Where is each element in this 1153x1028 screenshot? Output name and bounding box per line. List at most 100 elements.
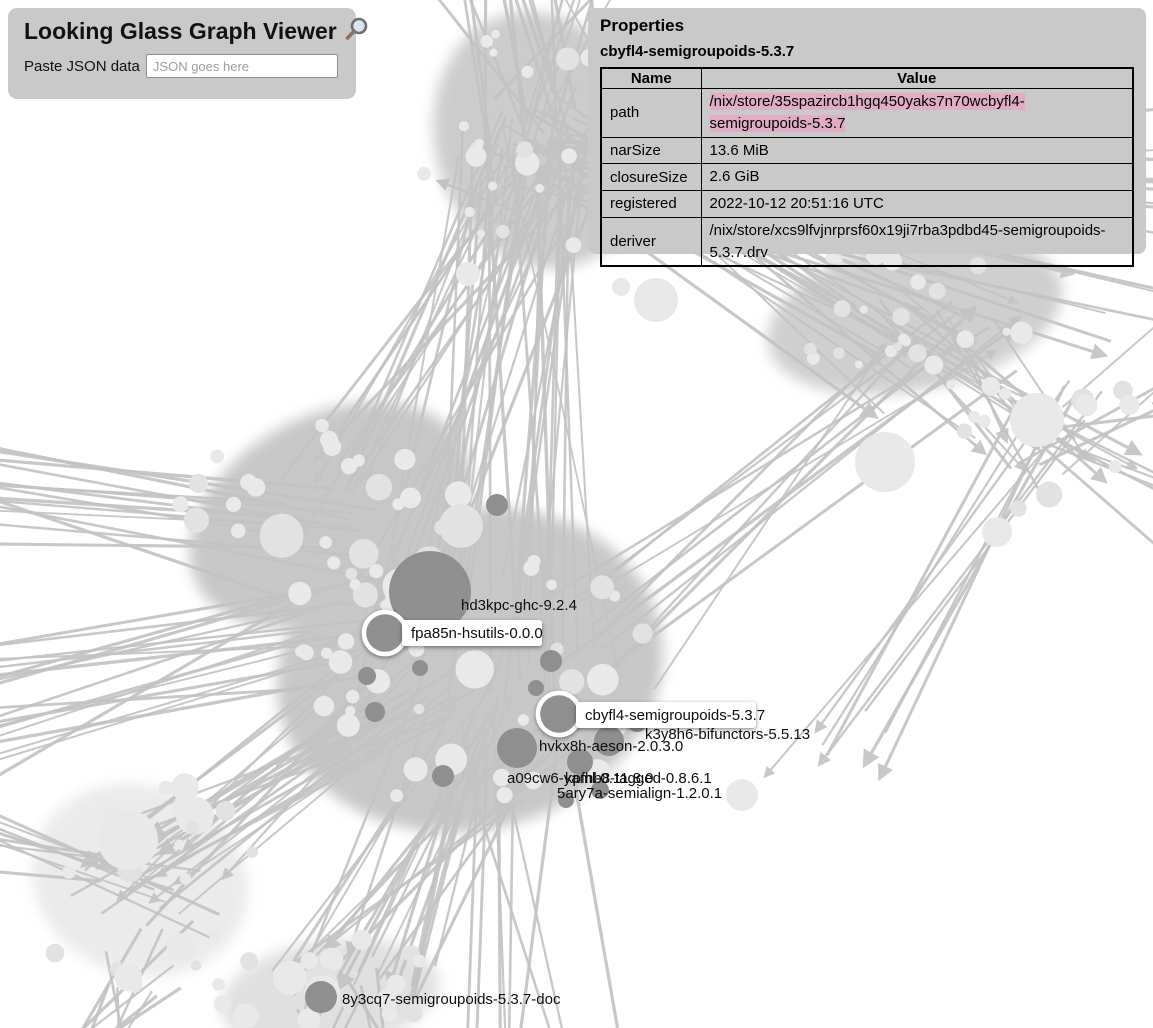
graph-node[interactable]	[910, 274, 926, 290]
graph-node[interactable]	[458, 121, 469, 132]
graph-node[interactable]	[413, 954, 426, 968]
graph-node[interactable]	[390, 789, 404, 803]
graph-node[interactable]	[516, 141, 533, 159]
graph-node[interactable]	[297, 1008, 321, 1028]
graph-node-fpa85n-hsutils-0.0.0[interactable]	[361, 609, 409, 657]
graph-node[interactable]	[1075, 394, 1098, 417]
graph-node[interactable]	[561, 148, 577, 164]
graph-node[interactable]	[924, 355, 944, 375]
graph-node[interactable]	[546, 579, 557, 591]
graph-node[interactable]	[982, 517, 1012, 547]
graph-node[interactable]	[190, 960, 202, 971]
graph-node[interactable]	[556, 47, 580, 71]
graph-node[interactable]	[210, 449, 224, 464]
graph-node[interactable]	[240, 474, 257, 491]
graph-node[interactable]	[1010, 393, 1064, 447]
graph-node[interactable]	[319, 536, 333, 549]
graph-node[interactable]	[380, 600, 391, 611]
graph-node[interactable]	[183, 507, 209, 533]
graph-node[interactable]	[804, 342, 817, 356]
graph-node[interactable]	[400, 487, 421, 509]
graph-node[interactable]	[444, 481, 472, 509]
graph-node[interactable]	[351, 929, 372, 951]
graph-node-dark[interactable]	[528, 680, 544, 696]
graph-node[interactable]	[946, 380, 955, 390]
graph-node[interactable]	[233, 1003, 259, 1028]
graph-node-dark[interactable]	[497, 728, 537, 768]
graph-node[interactable]	[172, 496, 189, 513]
graph-node[interactable]	[1119, 394, 1140, 415]
graph-node[interactable]	[403, 757, 428, 782]
graph-node[interactable]	[365, 473, 393, 501]
graph-node[interactable]	[496, 224, 510, 239]
graph-node[interactable]	[491, 29, 500, 39]
graph-node[interactable]	[327, 556, 341, 570]
graph-node[interactable]	[474, 138, 485, 149]
graph-node[interactable]	[527, 555, 541, 569]
graph-node[interactable]	[404, 1004, 423, 1023]
graph-node[interactable]	[300, 952, 318, 970]
graph-node[interactable]	[833, 347, 845, 359]
graph-node[interactable]	[559, 669, 585, 695]
graph-node[interactable]	[273, 960, 307, 995]
graph-node[interactable]	[590, 575, 615, 600]
graph-node-hd3kpc-ghc-9.2.4[interactable]	[389, 551, 471, 633]
graph-node[interactable]	[298, 645, 314, 661]
graph-node-dark[interactable]	[540, 650, 562, 672]
graph-node[interactable]	[465, 146, 487, 167]
graph-node[interactable]	[1010, 500, 1027, 517]
graph-node[interactable]	[213, 995, 232, 1013]
graph-node[interactable]	[319, 947, 344, 971]
graph-node[interactable]	[98, 810, 158, 870]
graph-node[interactable]	[171, 773, 199, 802]
graph-node-dark[interactable]	[365, 702, 385, 722]
graph-node[interactable]	[535, 183, 545, 193]
graph-node[interactable]	[488, 181, 498, 191]
graph-node[interactable]	[62, 865, 76, 879]
graph-node[interactable]	[336, 713, 360, 737]
graph-node-dark[interactable]	[558, 792, 574, 808]
graph-node[interactable]	[977, 414, 991, 428]
graph-node[interactable]	[378, 989, 394, 1005]
graph-node[interactable]	[188, 473, 208, 493]
graph-node[interactable]	[179, 873, 192, 885]
graph-node[interactable]	[386, 974, 406, 994]
graph-node[interactable]	[464, 206, 475, 218]
graph-node[interactable]	[186, 820, 200, 835]
graph-node[interactable]	[1002, 327, 1011, 336]
graph-node[interactable]	[345, 706, 356, 717]
graph-node[interactable]	[726, 779, 758, 811]
graph-node[interactable]	[171, 797, 192, 817]
graph-node[interactable]	[212, 978, 226, 991]
graph-node[interactable]	[612, 278, 630, 296]
graph-node[interactable]	[126, 976, 143, 993]
graph-node[interactable]	[1108, 460, 1122, 474]
graph-node[interactable]	[240, 952, 259, 971]
graph-node[interactable]	[209, 929, 222, 942]
graph-node-dark[interactable]	[486, 494, 508, 516]
graph-node[interactable]	[1010, 321, 1033, 344]
graph-node[interactable]	[480, 35, 494, 48]
graph-node[interactable]	[328, 650, 353, 674]
graph-node[interactable]	[439, 504, 483, 548]
graph-node[interactable]	[900, 336, 912, 347]
graph-node-dark[interactable]	[432, 765, 454, 787]
graph-node[interactable]	[352, 582, 378, 608]
graph-node[interactable]	[413, 703, 425, 715]
graph-node[interactable]	[158, 780, 174, 796]
graph-node-dark[interactable]	[594, 726, 624, 756]
graph-node[interactable]	[174, 839, 185, 850]
graph-node[interactable]	[394, 448, 416, 470]
graph-node[interactable]	[225, 496, 242, 512]
graph-node[interactable]	[1036, 481, 1063, 508]
graph-node[interactable]	[634, 278, 678, 322]
json-input[interactable]	[145, 54, 338, 78]
graph-node[interactable]	[45, 943, 65, 963]
graph-node[interactable]	[489, 48, 498, 57]
graph-node[interactable]	[524, 771, 543, 790]
graph-node-dark[interactable]	[412, 660, 428, 676]
graph-node[interactable]	[496, 787, 513, 804]
graph-node[interactable]	[833, 300, 851, 318]
graph-node[interactable]	[215, 801, 236, 822]
graph-node-8y3cq7-semigroupoids-5.3.7-doc[interactable]	[305, 981, 337, 1013]
